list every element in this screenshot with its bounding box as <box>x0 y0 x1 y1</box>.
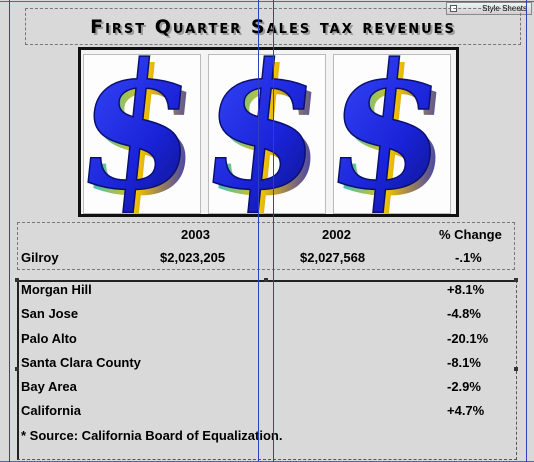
source-note: * Source: California Board of Equalizati… <box>21 428 283 443</box>
resize-handle[interactable] <box>514 278 518 282</box>
vertical-guide[interactable] <box>273 0 274 462</box>
horizontal-guide[interactable] <box>0 1 534 2</box>
dollar-picture-box[interactable]: $ $ $ $ <box>78 47 459 217</box>
vertical-guide[interactable] <box>258 0 259 462</box>
header-change: % Change <box>439 227 502 242</box>
region-change: -8.1% <box>447 355 481 370</box>
header-2003: 2003 <box>181 227 210 242</box>
vertical-guide[interactable] <box>9 0 10 462</box>
vertical-guide[interactable] <box>526 0 527 462</box>
region-name: San Jose <box>21 306 79 321</box>
resize-handle[interactable] <box>264 278 268 282</box>
svg-text:$: $ <box>209 55 325 213</box>
dollar-sign-icon: $ $ <box>83 54 201 214</box>
gilroy-label: Gilroy <box>21 250 59 265</box>
region-name: Morgan Hill <box>21 282 92 297</box>
gilroy-2002-value: $2,027,568 <box>300 250 366 265</box>
svg-text:$: $ <box>334 55 450 213</box>
dollar-sign-icon: $ $ <box>333 54 451 214</box>
region-change: +8.1% <box>447 282 485 297</box>
region-change: -2.9% <box>447 379 481 394</box>
gilroy-change-value: -.1% <box>455 250 482 265</box>
region-change: -20.1% <box>447 331 489 346</box>
svg-text:$: $ <box>84 55 200 213</box>
svg-text:$: $ <box>84 55 200 213</box>
header-2002: 2002 <box>322 227 351 242</box>
gilroy-2003-value: $2,023,205 <box>160 250 226 265</box>
svg-text:$: $ <box>334 55 450 213</box>
region-name: Bay Area <box>21 379 77 394</box>
region-name: Santa Clara County <box>21 355 141 370</box>
region-name: Palo Alto <box>21 331 77 346</box>
region-name: California <box>21 403 81 418</box>
gilroy-text-box[interactable] <box>17 222 515 270</box>
dollar-sign-icon: $ $ <box>208 54 326 214</box>
page-title: First Quarter Sales tax revenues <box>90 15 456 38</box>
resize-handle[interactable] <box>15 367 19 371</box>
resize-handle[interactable] <box>514 367 518 371</box>
svg-text:$: $ <box>209 55 325 213</box>
resize-handle[interactable] <box>15 278 19 282</box>
region-change: -4.8% <box>447 306 481 321</box>
region-change: +4.7% <box>447 403 485 418</box>
